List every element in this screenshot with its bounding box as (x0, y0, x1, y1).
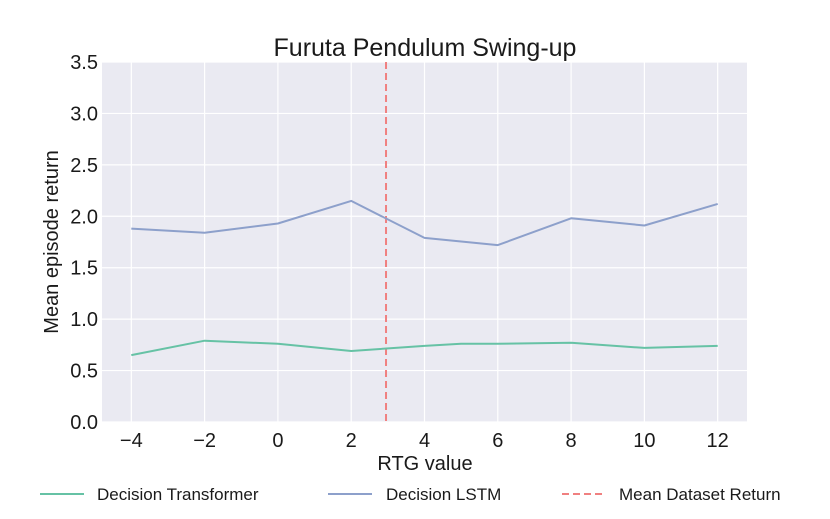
y-tick-label: 2.5 (70, 155, 98, 177)
x-axis-label: RTG value (377, 453, 472, 475)
x-tick-label: 2 (346, 430, 357, 452)
legend-label-mean-dataset-return: Mean Dataset Return (619, 485, 781, 504)
series-line-decision-lstm (131, 199, 718, 247)
y-tick-label: 0.5 (70, 361, 98, 383)
chart-title: Furuta Pendulum Swing-up (274, 34, 577, 62)
y-tick-label: 1.5 (70, 258, 98, 280)
y-tick-label: 3.0 (70, 103, 98, 125)
y-tick-labels: 0.0 0.5 1.0 1.5 2.0 2.5 3.0 3.5 (70, 52, 98, 434)
y-tick-label: 3.5 (70, 52, 98, 74)
x-tick-label: 10 (633, 430, 655, 452)
x-tick-label: −4 (120, 430, 143, 452)
y-tick-label: 0.0 (70, 412, 98, 434)
y-tick-label: 1.0 (70, 309, 98, 331)
series-group (131, 199, 718, 357)
series-line-decision-transformer (131, 339, 718, 357)
grid-lines (102, 61, 747, 423)
y-axis-label: Mean episode return (41, 150, 63, 333)
x-tick-label: 8 (566, 430, 577, 452)
x-tick-labels: −4 −2 0 2 4 6 8 10 12 (120, 430, 729, 452)
legend-label-decision-transformer: Decision Transformer (97, 485, 259, 504)
y-tick-label: 2.0 (70, 206, 98, 228)
x-tick-label: 4 (419, 430, 430, 452)
x-tick-label: 0 (272, 430, 283, 452)
x-tick-label: 6 (492, 430, 503, 452)
legend-label-decision-lstm: Decision LSTM (386, 485, 501, 504)
x-tick-label: −2 (193, 430, 216, 452)
legend: Decision Transformer Decision LSTM Mean … (40, 485, 781, 504)
x-tick-label: 12 (707, 430, 729, 452)
